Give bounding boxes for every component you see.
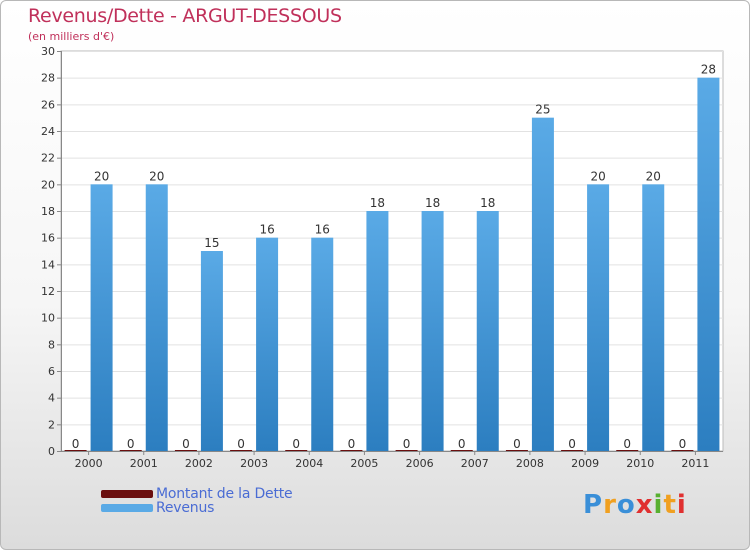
data-label-revenus: 20: [590, 169, 605, 183]
bar-revenus: [145, 184, 168, 452]
chart-subtitle: (en milliers d'€): [28, 30, 115, 43]
data-label-revenus: 15: [204, 236, 219, 250]
legend-swatch-revenus: [101, 504, 153, 512]
bar-dette: [230, 450, 253, 451]
data-label-revenus: 20: [646, 169, 661, 183]
y-tick-label: 18: [41, 205, 55, 218]
bar-revenus: [476, 211, 499, 451]
data-label-dette: 0: [127, 437, 135, 451]
x-tick-label: 2007: [461, 457, 489, 470]
bar-dette: [340, 450, 363, 451]
y-tick-label: 6: [48, 365, 55, 378]
y-tick-label: 10: [41, 312, 55, 325]
y-tick-label: 14: [41, 258, 55, 271]
y-tick-label: 28: [41, 72, 55, 85]
bar-dette: [285, 450, 308, 451]
x-tick-label: 2003: [240, 457, 268, 470]
data-label-revenus: 18: [425, 196, 440, 210]
y-tick-label: 22: [41, 152, 55, 165]
legend-label-revenus: Revenus: [156, 500, 215, 516]
y-tick-label: 8: [48, 338, 55, 351]
plot-area: [60, 50, 724, 452]
legend-swatch-dette: [101, 490, 153, 498]
data-label-dette: 0: [237, 437, 245, 451]
data-label-dette: 0: [679, 437, 687, 451]
bar-dette: [450, 450, 473, 451]
data-label-dette: 0: [292, 437, 300, 451]
data-label-dette: 0: [458, 437, 466, 451]
x-tick-label: 2001: [130, 457, 158, 470]
data-label-dette: 0: [72, 437, 80, 451]
y-tick-label: 30: [41, 45, 55, 58]
data-label-dette: 0: [513, 437, 521, 451]
y-tick-label: 0: [48, 445, 55, 458]
bar-dette: [395, 450, 418, 451]
data-label-revenus: 18: [370, 196, 385, 210]
bar-dette: [616, 450, 639, 451]
bar-revenus: [642, 184, 665, 452]
x-tick-label: 2011: [681, 457, 709, 470]
bar-revenus: [587, 184, 610, 452]
logo-letter: t: [663, 490, 677, 520]
proxiti-logo: Proxiti: [583, 490, 687, 520]
x-tick-label: 2006: [406, 457, 434, 470]
x-tick-label: 2010: [626, 457, 654, 470]
bar-revenus: [697, 77, 720, 452]
data-label-revenus: 16: [315, 223, 330, 237]
chart-title: Revenus/Dette - ARGUT-DESSOUS: [28, 5, 342, 27]
data-label-dette: 0: [348, 437, 356, 451]
bar-revenus: [90, 184, 113, 452]
bar-dette: [671, 450, 694, 451]
y-tick-label: 12: [41, 285, 55, 298]
logo-letter: i: [676, 490, 687, 520]
data-label-dette: 0: [182, 437, 190, 451]
bar-revenus: [366, 211, 389, 451]
logo-letter: o: [616, 490, 636, 520]
x-tick-label: 2000: [75, 457, 103, 470]
data-label-revenus: 18: [480, 196, 495, 210]
bar-revenus: [200, 251, 223, 451]
logo-letter: P: [583, 490, 604, 520]
x-tick-label: 2008: [516, 457, 544, 470]
x-tick-label: 2004: [295, 457, 323, 470]
bar-revenus: [311, 237, 334, 451]
logo-letter: r: [603, 490, 617, 520]
data-label-revenus: 20: [94, 169, 109, 183]
logo-letter: x: [635, 490, 654, 520]
bar-dette: [561, 450, 584, 451]
data-label-revenus: 16: [259, 223, 274, 237]
y-tick-label: 16: [41, 232, 55, 245]
y-tick-label: 4: [48, 392, 55, 405]
x-tick-label: 2009: [571, 457, 599, 470]
bar-dette: [174, 450, 197, 451]
bar-dette: [64, 450, 87, 451]
y-tick-label: 20: [41, 178, 55, 191]
data-label-revenus: 25: [535, 103, 550, 117]
bar-revenus: [256, 237, 279, 451]
y-tick-label: 2: [48, 418, 55, 431]
y-tick-label: 26: [41, 98, 55, 111]
bar-dette: [119, 450, 142, 451]
legend-label-dette: Montant de la Dette: [156, 486, 293, 502]
data-label-revenus: 20: [149, 169, 164, 183]
data-label-dette: 0: [623, 437, 631, 451]
data-label-dette: 0: [568, 437, 576, 451]
logo-letter: i: [653, 490, 664, 520]
data-label-revenus: 28: [701, 63, 716, 77]
y-tick-label: 24: [41, 125, 55, 138]
x-tick-label: 2005: [350, 457, 378, 470]
bar-revenus: [421, 211, 444, 451]
bar-dette: [505, 450, 528, 451]
x-tick-label: 2002: [185, 457, 213, 470]
data-label-dette: 0: [403, 437, 411, 451]
bar-revenus: [531, 117, 554, 452]
